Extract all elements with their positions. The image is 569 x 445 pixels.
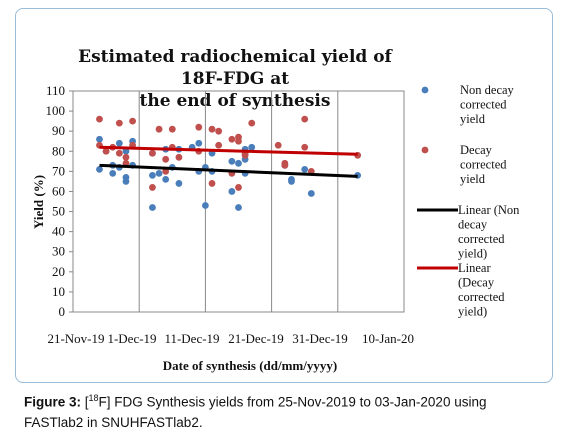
chart-title-line2: the end of synthesis — [139, 91, 331, 111]
y-tick-label: 100 — [46, 103, 66, 118]
data-point-decay — [241, 151, 249, 159]
x-tick-label: 21-Nov-19 — [47, 331, 104, 346]
data-point-non-decay — [96, 165, 103, 173]
y-tick-label: 0 — [59, 304, 66, 319]
y-tick-label: 20 — [52, 264, 65, 279]
legend-label-non-decay: corrected — [460, 98, 507, 112]
data-point-non-decay — [122, 178, 130, 185]
data-point-non-decay — [235, 204, 242, 211]
caption-line1: Figure 3: [18F] FDG Synthesis yields fro… — [24, 388, 554, 413]
data-point-non-decay — [202, 202, 209, 209]
y-tick-label: 60 — [52, 183, 65, 198]
legend-label-linear-non-decay: Linear (Non — [458, 203, 520, 217]
y-tick-label: 70 — [52, 163, 65, 178]
caption-superscript: 18 — [88, 393, 99, 403]
legend-label-linear-decay: yield) — [458, 305, 487, 319]
y-tick-label: 80 — [52, 143, 65, 158]
y-tick-label: 10 — [52, 284, 65, 299]
legend-label-decay: Decay — [460, 143, 493, 157]
data-point-non-decay — [228, 188, 236, 195]
x-tick-label: 21-Dec-19 — [228, 331, 284, 346]
caption-text-b: F] FDG Synthesis yields from 25-Nov-2019… — [98, 394, 487, 410]
data-point-decay — [274, 141, 282, 149]
data-point-decay — [115, 119, 123, 127]
data-point-non-decay — [288, 178, 295, 185]
legend-marker-non-decay — [421, 86, 429, 94]
x-tick-label: 31-Dec-19 — [292, 331, 348, 346]
data-point-non-decay — [162, 176, 170, 183]
caption-label: Figure 3: — [24, 394, 82, 410]
chart-title: Estimated radiochemical yield of 18F-FDG… — [60, 46, 410, 112]
data-point-decay — [235, 184, 242, 191]
legend-label-linear-decay: Linear — [458, 261, 491, 275]
plot-area — [72, 90, 405, 313]
legend-label-non-decay: Non decay — [460, 83, 515, 97]
legend-label-linear-non-decay: corrected — [458, 232, 505, 246]
trendline-non-decay — [99, 163, 358, 178]
legend-label-linear-non-decay: decay — [458, 218, 488, 232]
caption-text-a: [ — [81, 394, 89, 410]
data-point-non-decay — [301, 165, 309, 173]
legend-label-decay: corrected — [460, 158, 507, 172]
data-point-non-decay — [122, 147, 130, 155]
data-point-non-decay — [149, 204, 156, 211]
data-point-decay — [115, 149, 123, 157]
trendline-decay — [99, 145, 358, 156]
data-point-non-decay — [149, 171, 156, 179]
data-point-decay — [102, 147, 110, 155]
data-point-decay — [248, 119, 256, 127]
figure-caption: Figure 3: [18F] FDG Synthesis yields fro… — [24, 388, 554, 433]
data-point-decay — [175, 153, 183, 161]
data-point-decay — [281, 161, 289, 169]
y-tick-label: 40 — [52, 224, 65, 239]
data-point-decay — [149, 184, 156, 191]
x-tick-label: 1-Dec-19 — [107, 331, 156, 346]
data-point-non-decay — [228, 157, 236, 165]
y-tick-label: 30 — [52, 244, 65, 259]
data-point-decay — [228, 135, 236, 143]
legend-marker-decay — [421, 146, 429, 154]
caption-line2: FASTlab2 in SNUHFASTlab2. — [24, 414, 203, 430]
y-tick-label: 90 — [52, 123, 65, 138]
data-point-decay — [149, 149, 156, 157]
data-point-decay — [129, 117, 136, 125]
data-point-non-decay — [155, 169, 163, 177]
data-point-decay — [155, 125, 163, 133]
y-axis-label: Yield (%) — [31, 175, 46, 229]
data-point-non-decay — [235, 159, 242, 167]
data-point-decay — [162, 155, 170, 163]
legend-label-non-decay: yield — [460, 112, 486, 126]
data-point-decay — [208, 125, 216, 133]
chart-title-line1: Estimated radiochemical yield of 18F-FDG… — [78, 47, 392, 89]
legend-label-linear-decay: corrected — [458, 290, 505, 304]
data-point-decay — [122, 153, 130, 161]
y-tick-label: 50 — [52, 204, 65, 219]
data-point-non-decay — [248, 143, 256, 151]
legend-label-linear-non-decay: yield) — [458, 247, 487, 261]
data-point-decay — [168, 125, 176, 133]
x-tick-label: 10-Jan-20 — [362, 331, 414, 346]
x-axis-label: Date of synthesis (dd/mm/yyyy) — [163, 358, 337, 373]
data-point-non-decay — [175, 180, 183, 187]
data-point-decay — [195, 123, 203, 131]
x-tick-label: 11-Dec-19 — [164, 331, 219, 346]
y-tick-label: 110 — [46, 83, 65, 98]
data-point-decay — [215, 141, 223, 149]
data-point-non-decay — [307, 190, 315, 197]
data-point-decay — [301, 115, 309, 123]
data-point-non-decay — [195, 139, 203, 147]
data-point-decay — [215, 127, 223, 135]
data-point-decay — [301, 143, 309, 151]
data-point-non-decay — [96, 135, 103, 143]
data-point-non-decay — [109, 169, 117, 177]
figure-frame — [15, 8, 553, 383]
data-point-decay — [96, 115, 103, 123]
data-point-decay — [208, 180, 216, 187]
data-point-non-decay — [115, 139, 123, 147]
legend-label-linear-decay: (Decay — [458, 276, 495, 290]
legend-label-decay: yield — [460, 172, 486, 186]
data-point-decay — [235, 137, 242, 145]
